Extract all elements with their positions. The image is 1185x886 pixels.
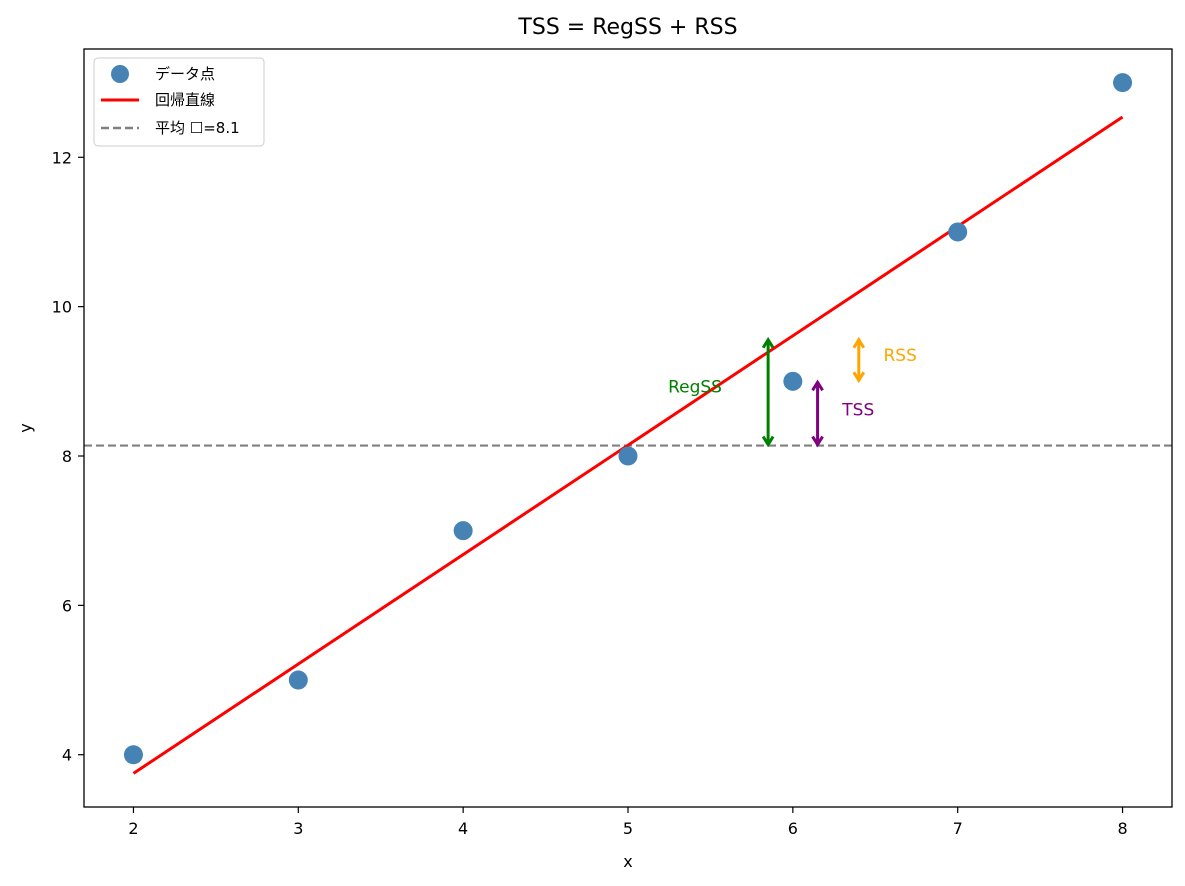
annotation-tss-arrow (811, 379, 824, 448)
data-point (618, 446, 638, 466)
annotation-rss-label: RSS (884, 346, 917, 366)
legend-box (93, 57, 265, 147)
data-point (783, 371, 803, 391)
x-tick-label: 7 (953, 819, 963, 838)
legend-label-regression: 回帰直線 (155, 91, 215, 109)
annotation-tss-label: TSS (841, 401, 874, 421)
chart-title: TSS = RegSS + RSS (517, 15, 737, 40)
y-axis-label: y (16, 423, 35, 432)
annotation-regss-arrow (761, 336, 775, 448)
plot-area: RegSS TSS RSS (84, 73, 1172, 775)
y-tick-label: 10 (52, 298, 72, 317)
x-tick-label: 5 (623, 819, 633, 838)
annotation-regss-label: RegSS (668, 378, 722, 398)
legend-label-mean: 平均 ☐=8.1 (155, 119, 240, 137)
legend-label-points: データ点 (155, 65, 215, 83)
annotation-rss-arrow (852, 336, 866, 384)
y-axis-ticks: 4 6 8 10 12 (52, 148, 84, 765)
data-point (1113, 73, 1133, 93)
x-tick-label: 4 (458, 819, 468, 838)
data-point (948, 222, 968, 242)
x-tick-label: 2 (128, 819, 138, 838)
y-tick-label: 8 (62, 447, 72, 466)
y-tick-label: 12 (52, 148, 72, 167)
x-axis-ticks: 2 3 4 5 6 7 8 (128, 807, 1128, 838)
data-point (288, 670, 308, 690)
x-tick-label: 8 (1117, 819, 1127, 838)
legend-marker-points (111, 65, 129, 83)
data-point (453, 521, 473, 541)
legend: データ点 回帰直線 平均 ☐=8.1 (93, 57, 265, 147)
y-tick-label: 4 (62, 746, 72, 765)
annotation-rss-arrow-head-top (852, 336, 866, 349)
x-axis-label: x (623, 852, 632, 871)
plot-frame (83, 48, 1173, 808)
x-tick-label: 3 (293, 819, 303, 838)
annotation-regss-arrow-head-top (761, 336, 775, 349)
annotation-tss-arrow-head-bottom (811, 435, 824, 448)
data-point (123, 745, 143, 765)
annotation-regss-arrow-head-bottom (761, 435, 775, 448)
annotation-tss-arrow-head-top (811, 379, 824, 392)
y-tick-label: 6 (62, 596, 72, 615)
annotation-rss-arrow-head-bottom (852, 371, 866, 384)
x-tick-label: 6 (788, 819, 798, 838)
